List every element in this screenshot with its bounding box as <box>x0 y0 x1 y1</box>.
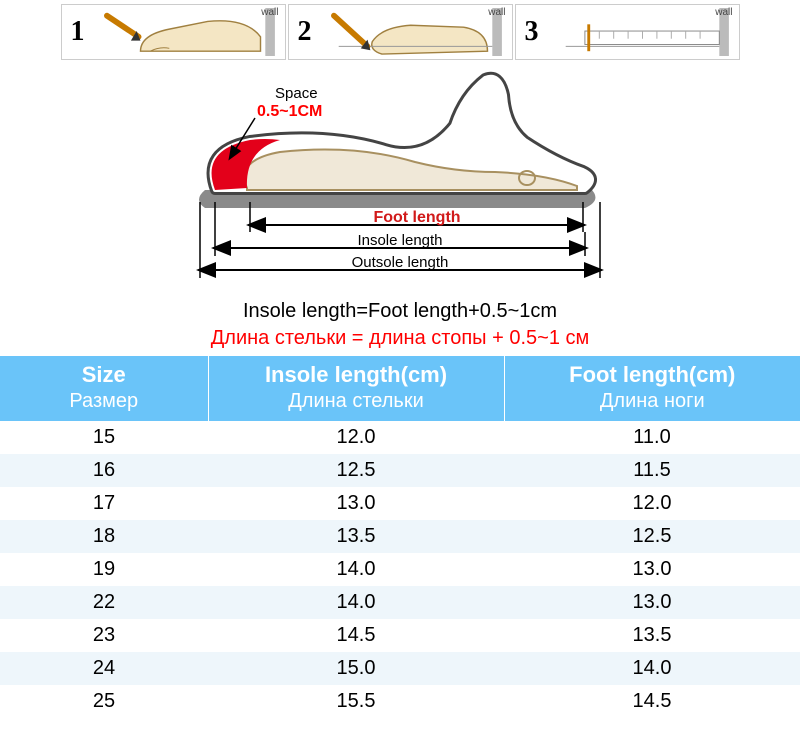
size-chart-container: 1 wall 2 wall 3 wall <box>0 0 800 718</box>
formula-en: Insole length=Foot length+0.5~1cm <box>0 298 800 325</box>
space-label: Space <box>275 85 318 102</box>
cell-insole: 14.5 <box>208 619 504 652</box>
space-value: 0.5~1CM <box>257 103 322 120</box>
cell-insole: 14.0 <box>208 553 504 586</box>
cell-insole: 13.5 <box>208 520 504 553</box>
cell-size: 15 <box>0 421 208 454</box>
cell-foot: 13.0 <box>504 586 800 619</box>
formula-ru: Длина стельки = длина стопы + 0.5~1 см <box>0 325 800 356</box>
cell-size: 25 <box>0 685 208 718</box>
step-3: 3 wall <box>515 4 740 60</box>
col-header-foot: Foot length(cm) Длина ноги <box>504 356 800 421</box>
cell-foot: 12.5 <box>504 520 800 553</box>
cell-size: 23 <box>0 619 208 652</box>
step-number: 1 <box>66 16 90 48</box>
wall-label: wall <box>488 7 505 18</box>
header-ru: Размер <box>0 388 208 421</box>
step-number: 2 <box>293 16 317 48</box>
header-en: Size <box>82 362 126 387</box>
table-row: 17 13.0 12.0 <box>0 487 800 520</box>
cell-insole: 15.5 <box>208 685 504 718</box>
step-number: 3 <box>520 16 544 48</box>
table-row: 23 14.5 13.5 <box>0 619 800 652</box>
cell-foot: 14.0 <box>504 652 800 685</box>
cell-insole: 12.0 <box>208 421 504 454</box>
cell-foot: 11.5 <box>504 454 800 487</box>
table-row: 22 14.0 13.0 <box>0 586 800 619</box>
step2-icon <box>323 8 508 56</box>
cell-insole: 14.0 <box>208 586 504 619</box>
table-row: 19 14.0 13.0 <box>0 553 800 586</box>
table-row: 25 15.5 14.5 <box>0 685 800 718</box>
insole-length-label: Insole length <box>357 232 442 249</box>
table-row: 16 12.5 11.5 <box>0 454 800 487</box>
foot-length-label: Foot length <box>373 209 460 226</box>
cell-foot: 13.5 <box>504 619 800 652</box>
header-ru: Длина ноги <box>505 388 800 421</box>
step3-icon <box>550 8 735 56</box>
cell-size: 17 <box>0 487 208 520</box>
wall-label: wall <box>261 7 278 18</box>
cell-size: 24 <box>0 652 208 685</box>
cell-insole: 12.5 <box>208 454 504 487</box>
header-en: Insole length(cm) <box>265 362 447 387</box>
col-header-size: Size Размер <box>0 356 208 421</box>
outsole-length-label: Outsole length <box>352 254 449 271</box>
cell-size: 16 <box>0 454 208 487</box>
cell-foot: 12.0 <box>504 487 800 520</box>
cell-size: 19 <box>0 553 208 586</box>
cell-foot: 13.0 <box>504 553 800 586</box>
cell-size: 18 <box>0 520 208 553</box>
shoe-diagram: Space 0.5~1CM Foot length Insole length … <box>0 66 800 298</box>
cell-insole: 13.0 <box>208 487 504 520</box>
table-row: 15 12.0 11.0 <box>0 421 800 454</box>
step-1: 1 wall <box>61 4 286 60</box>
cell-foot: 14.5 <box>504 685 800 718</box>
step-2: 2 wall <box>288 4 513 60</box>
step1-icon <box>96 8 281 56</box>
header-ru: Длина стельки <box>209 388 504 421</box>
measurement-steps: 1 wall 2 wall 3 wall <box>0 0 800 66</box>
size-table: Size Размер Insole length(cm) Длина стел… <box>0 356 800 718</box>
size-table-body: 15 12.0 11.0 16 12.5 11.5 17 13.0 12.0 1… <box>0 421 800 718</box>
cell-size: 22 <box>0 586 208 619</box>
cell-insole: 15.0 <box>208 652 504 685</box>
wall-label: wall <box>715 7 732 18</box>
table-header-row: Size Размер Insole length(cm) Длина стел… <box>0 356 800 421</box>
table-row: 18 13.5 12.5 <box>0 520 800 553</box>
col-header-insole: Insole length(cm) Длина стельки <box>208 356 504 421</box>
table-row: 24 15.0 14.0 <box>0 652 800 685</box>
cell-foot: 11.0 <box>504 421 800 454</box>
header-en: Foot length(cm) <box>569 362 735 387</box>
